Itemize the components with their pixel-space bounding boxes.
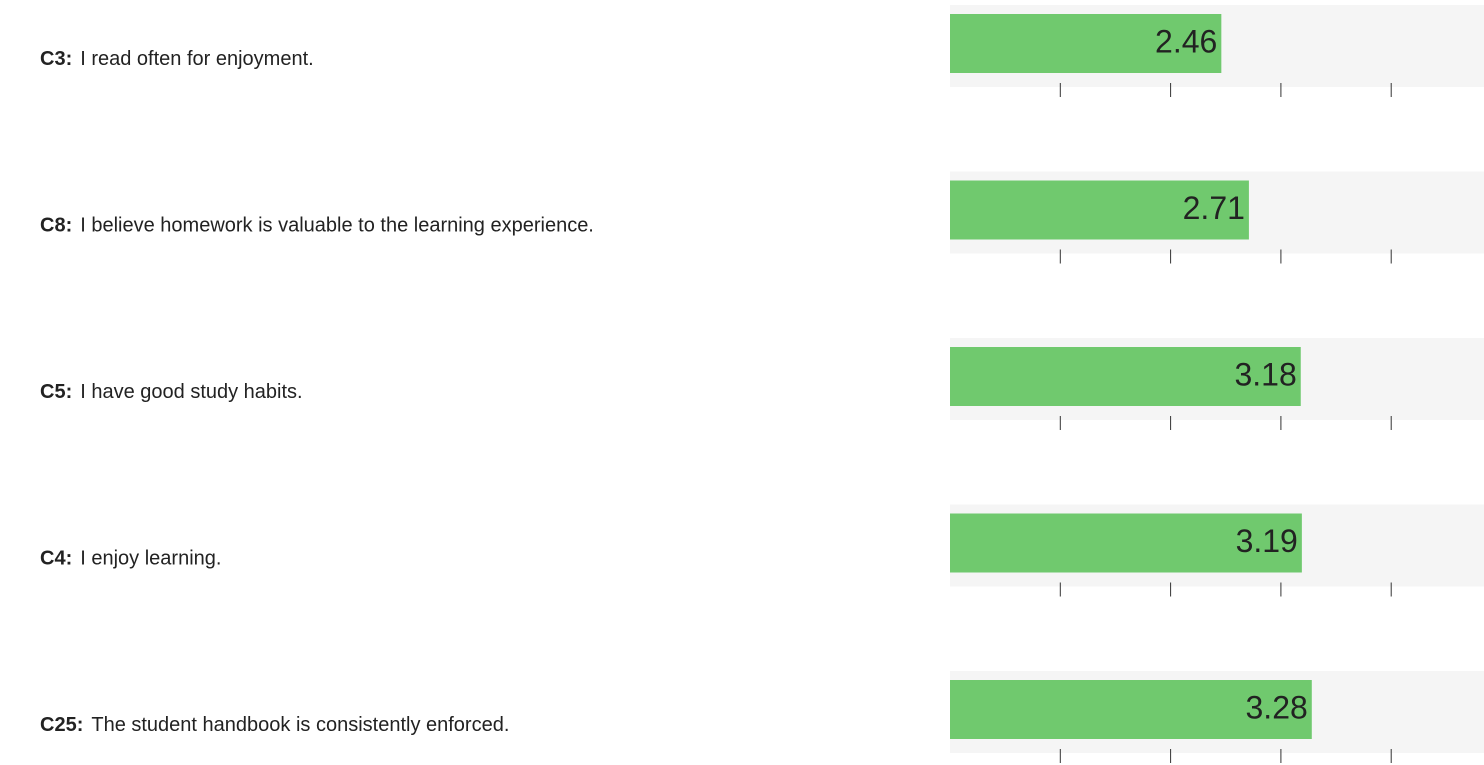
bar [950, 680, 1312, 739]
row-statement: I read often for enjoyment. [80, 48, 313, 70]
bar [950, 180, 1249, 240]
row-label: C4: I enjoy learning. [40, 548, 221, 570]
row-code: C25: [40, 714, 83, 736]
row-statement: I believe homework is valuable to the le… [80, 215, 594, 237]
bar [950, 14, 1222, 73]
row-statement: I have good study habits. [80, 381, 302, 403]
value-label: 2.71 [1183, 190, 1245, 226]
row-statement: The student handbook is consistently enf… [91, 714, 509, 736]
value-label: 3.18 [1234, 356, 1296, 392]
bar [950, 347, 1301, 406]
row-code: C4: [40, 548, 72, 570]
row-label: C8: I believe homework is valuable to the… [40, 215, 594, 237]
row-label: C3: I read often for enjoyment. [40, 48, 314, 70]
value-label: 3.28 [1246, 689, 1308, 725]
row-code: C3: [40, 48, 72, 70]
row-statement: I enjoy learning. [80, 548, 221, 570]
bar [950, 513, 1302, 573]
value-label: 2.46 [1155, 23, 1217, 59]
row-label: C25: The student handbook is consistently… [40, 714, 509, 736]
row-code: C5: [40, 381, 72, 403]
value-label: 3.19 [1236, 523, 1298, 559]
row-label: C5: I have good study habits. [40, 381, 303, 403]
row-code: C8: [40, 215, 72, 237]
